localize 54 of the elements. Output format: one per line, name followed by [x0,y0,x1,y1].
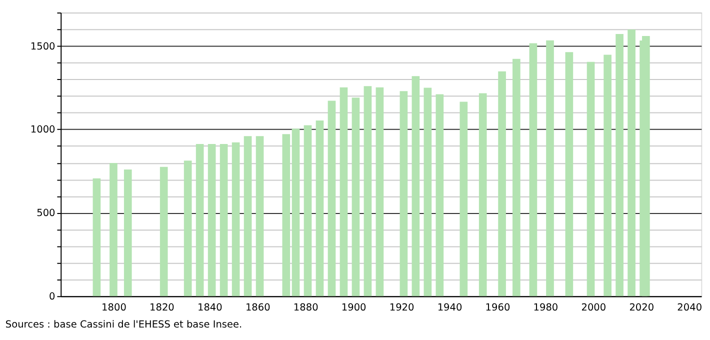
bar [642,36,650,296]
x-tick-label: 1920 [389,302,414,314]
bar [616,34,624,296]
bar [498,71,506,296]
bar [196,144,204,296]
bar [110,163,118,296]
bar [244,136,252,296]
y-tick-label: 0 [49,292,56,303]
x-tick-label: 1960 [485,302,510,314]
bar [352,98,360,296]
bar [292,128,300,296]
bar [364,86,372,296]
bar [256,136,264,296]
x-tick-label: 1840 [197,302,222,314]
bar [220,144,228,296]
x-tick-label: 2040 [677,302,702,314]
bar [124,170,132,296]
bar [184,160,192,296]
bar [400,91,408,296]
bar [304,125,312,296]
bar [92,178,101,296]
bar [529,43,538,296]
bar [376,87,384,296]
bar [436,94,444,296]
bar [604,54,612,296]
bar [232,142,240,296]
y-tick-label: 1500 [30,41,56,52]
x-tick-label: 1900 [341,302,366,314]
x-tick-label: 1860 [245,302,270,314]
bar [208,144,216,296]
x-tick-label: 1820 [150,302,174,314]
bar [512,58,520,296]
bar [340,87,348,296]
bar [316,120,324,296]
bar [424,88,432,296]
bar [160,166,168,296]
y-tick-label: 1000 [30,124,56,136]
bar [628,30,636,296]
bar [586,62,595,296]
bar [460,102,468,296]
x-tick-label: 2020 [629,302,654,314]
bar [282,134,290,296]
x-tick-label: 2000 [581,302,606,314]
x-tick-label: 1880 [293,302,318,314]
y-tick-label: 500 [36,208,56,220]
x-tick-label: 1980 [533,302,558,314]
x-tick-label: 1800 [102,302,126,314]
source-note: Sources : base Cassini de l'EHESS et base Insee. [5,319,242,330]
bar [412,76,420,296]
x-tick-label: 1940 [437,302,462,314]
bar [328,100,336,296]
bar [546,40,554,296]
bar [478,93,487,296]
bar [565,52,574,296]
